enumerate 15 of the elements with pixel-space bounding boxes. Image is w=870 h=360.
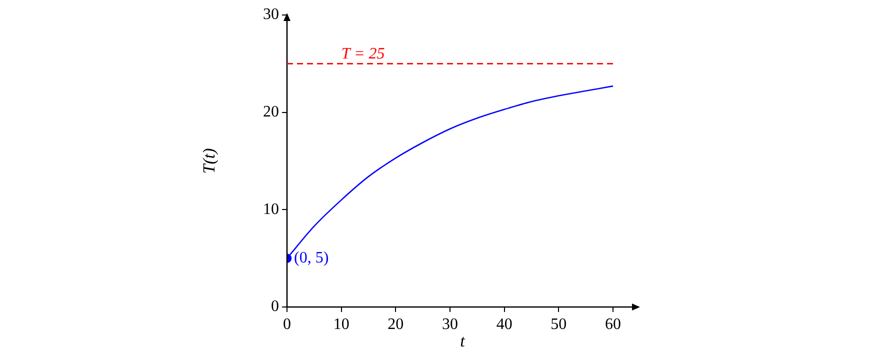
y-tick-label: 0	[271, 298, 279, 316]
x-tick-label: 60	[605, 316, 622, 333]
x-tick-label: 50	[550, 316, 567, 333]
y-tick-label: 30	[263, 6, 279, 24]
y-tick-label: 10	[263, 200, 279, 218]
x-tick-label: 30	[442, 316, 458, 333]
ref-line-label: T = 25	[341, 46, 385, 63]
x-tick-label: 0	[283, 316, 291, 333]
y-tick-label: 20	[263, 104, 279, 121]
x-axis-title: t	[460, 331, 466, 350]
y-axis-title: T(t)	[200, 148, 219, 174]
x-tick-label: 40	[496, 316, 512, 333]
x-tick-label: 10	[333, 316, 350, 333]
annotation: (0, 5)	[294, 250, 329, 267]
x-tick-label: 20	[388, 316, 404, 333]
